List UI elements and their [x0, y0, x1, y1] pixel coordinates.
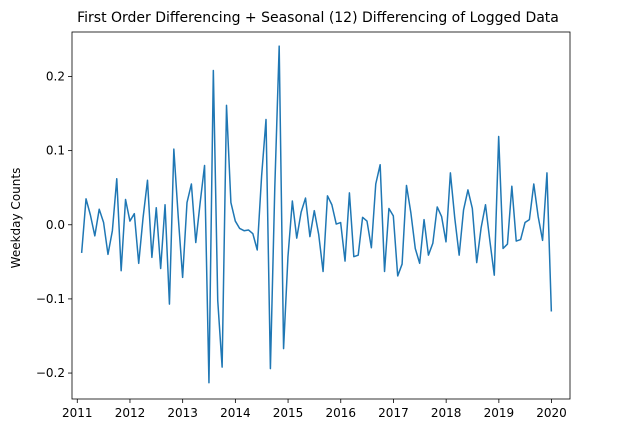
y-tick-label: 0.0: [46, 218, 65, 232]
x-tick-label: 2012: [115, 406, 146, 420]
plot-area: 2011 2012 2013 2014 2015 2016 2017 2018 2019 2020…: [36, 31, 571, 420]
y-tick-label: −0.2: [36, 366, 65, 380]
x-tick-label: 2016: [325, 406, 356, 420]
chart-title: First Order Differencing + Seasonal (12)…: [77, 10, 559, 26]
x-tick-label: 2013: [167, 406, 198, 420]
axes-frame: [71, 31, 571, 400]
y-axis-label: Weekday Counts: [9, 168, 23, 269]
x-tick-label: 2014: [220, 406, 251, 420]
x-tick-label: 2019: [484, 406, 515, 420]
y-tick-label: 0.2: [46, 69, 65, 83]
series-line-0: [80, 45, 553, 384]
x-tick-label: 2018: [431, 406, 462, 420]
y-tick-label: 0.1: [46, 144, 65, 158]
x-tick-label: 2020: [536, 406, 567, 420]
x-tick-label: 2015: [273, 406, 304, 420]
y-tick-label: −0.1: [36, 292, 65, 306]
x-tick-label: 2011: [62, 406, 93, 420]
x-tick-label: 2017: [378, 406, 409, 420]
